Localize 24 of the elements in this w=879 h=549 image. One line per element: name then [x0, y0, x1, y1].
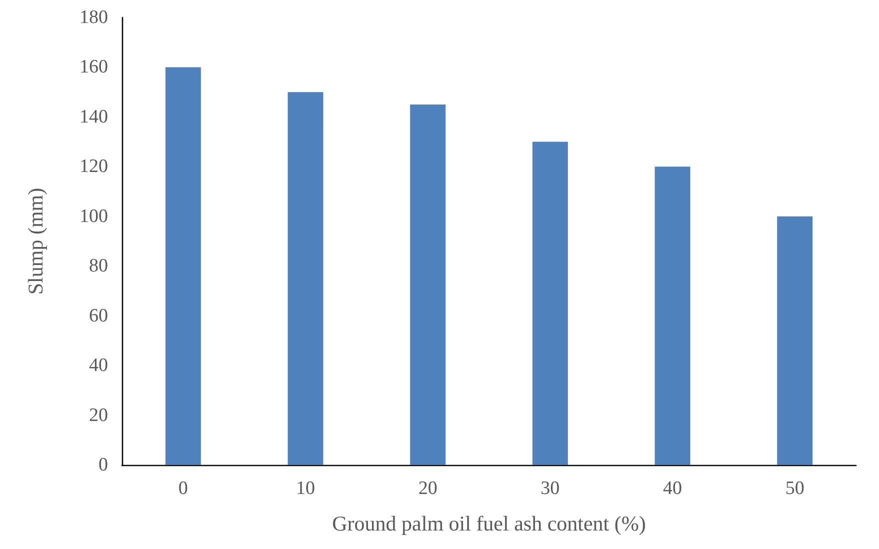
y-tick-label: 0 [98, 454, 108, 476]
y-tick-label: 40 [89, 355, 108, 376]
x-tick-label: 40 [663, 478, 682, 499]
bar [532, 142, 568, 465]
bar [410, 104, 446, 465]
x-tick-label: 50 [785, 478, 804, 499]
bar [288, 92, 324, 465]
y-tick-label: 80 [89, 256, 108, 277]
bar [165, 67, 201, 465]
y-tick-label: 140 [80, 106, 108, 128]
bar [654, 166, 690, 465]
y-axis-title: Slump (mm) [24, 188, 48, 295]
y-tick-label: 20 [89, 404, 108, 426]
bar [777, 216, 813, 465]
y-tick-label: 180 [80, 7, 108, 28]
y-tick-label: 120 [80, 156, 108, 178]
x-tick-label: 10 [296, 478, 315, 499]
x-tick-label: 0 [178, 478, 188, 499]
y-tick-label: 160 [80, 56, 108, 78]
x-tick-label: 30 [540, 478, 560, 499]
y-tick-label: 100 [80, 206, 108, 227]
x-tick-label: 20 [418, 478, 438, 499]
x-axis-title: Ground palm oil fuel ash content (%) [332, 512, 646, 536]
y-tick-label: 60 [89, 305, 108, 326]
